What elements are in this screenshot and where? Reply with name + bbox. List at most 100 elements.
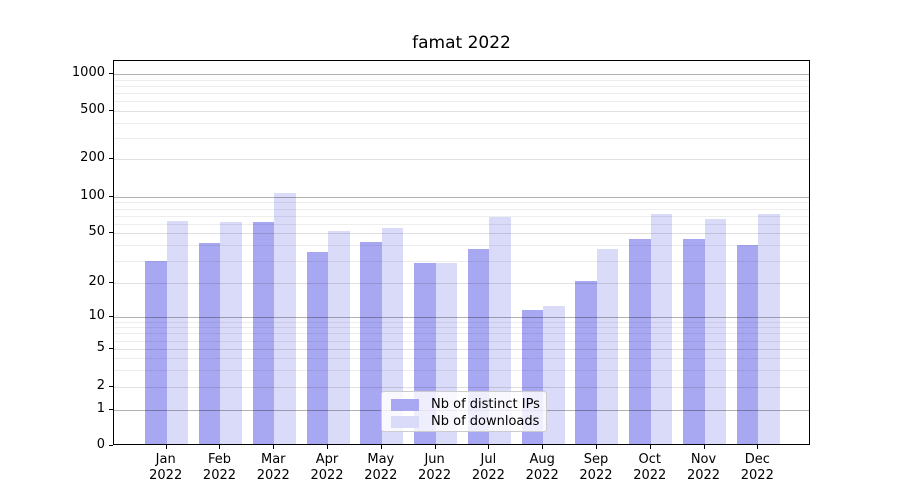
- legend-swatch-distinct-ips: [391, 399, 419, 411]
- minor-gridline: [114, 79, 809, 81]
- minor-gridline: [114, 202, 809, 204]
- bar-downloads-may: [381, 228, 404, 444]
- bar-downloads-dec: [758, 213, 780, 444]
- y-tick-label: 1: [96, 401, 105, 416]
- x-tick-year: 2022: [525, 468, 559, 483]
- minor-gridline: [114, 260, 809, 262]
- x-tick-label: Mar 2022: [243, 452, 303, 484]
- x-tick-label: Feb 2022: [189, 452, 249, 484]
- x-tick-month: Nov: [690, 452, 717, 467]
- y-tick-mark: [109, 195, 113, 197]
- x-tick-label: Apr 2022: [297, 452, 357, 484]
- x-tick-year: 2022: [686, 468, 721, 483]
- legend-label-downloads: Nb of downloads: [431, 414, 540, 429]
- y-tick-label: 1000: [71, 65, 105, 80]
- y-tick-mark: [109, 409, 113, 410]
- bar-distinct-ips-apr: [306, 252, 329, 444]
- y-tick-label: 20: [88, 273, 105, 289]
- y-tick-mark: [109, 445, 113, 446]
- x-tick-mark: [703, 445, 705, 449]
- x-tick-label: Jul 2022: [458, 452, 518, 484]
- bar-downloads-aug: [543, 306, 565, 444]
- x-tick-label: Sep 2022: [566, 452, 626, 484]
- y-tick-mark: [109, 315, 113, 317]
- bar-downloads-sep: [596, 248, 619, 444]
- minor-gridline: [114, 101, 809, 103]
- legend-item-distinct-ips: Nb of distinct IPs: [391, 397, 540, 413]
- y-tick-mark: [109, 386, 113, 388]
- bar-distinct-ips-may: [360, 241, 382, 444]
- x-tick-month: Apr: [315, 452, 339, 467]
- bar-downloads-jan: [166, 220, 189, 444]
- y-tick-label: 200: [80, 149, 105, 165]
- labeled-minor-gridline: [114, 158, 809, 160]
- minor-gridline: [114, 137, 809, 139]
- major-gridline: [114, 74, 809, 75]
- x-tick-year: 2022: [633, 468, 667, 483]
- x-tick-year: 2022: [202, 468, 237, 483]
- minor-gridline: [114, 93, 809, 95]
- x-tick-year: 2022: [310, 468, 344, 483]
- minor-gridline: [114, 370, 809, 372]
- minor-gridline: [114, 340, 809, 342]
- labeled-minor-gridline: [114, 111, 809, 112]
- x-tick-mark: [327, 445, 329, 449]
- y-tick-label: 0: [96, 437, 105, 452]
- x-tick-month: Dec: [744, 452, 770, 467]
- x-tick-mark: [165, 445, 167, 449]
- bar-distinct-ips-nov: [683, 239, 705, 444]
- x-tick-label: Jan 2022: [136, 452, 196, 484]
- minor-gridline: [114, 223, 809, 225]
- y-tick-mark: [109, 348, 113, 350]
- labeled-minor-gridline: [114, 387, 809, 389]
- bar-distinct-ips-sep: [575, 281, 597, 444]
- x-tick-label: Aug 2022: [512, 452, 572, 484]
- legend: Nb of distinct IPs Nb of downloads: [381, 391, 547, 432]
- x-tick-label: Oct 2022: [620, 452, 680, 484]
- x-tick-year: 2022: [740, 468, 774, 483]
- x-tick-mark: [649, 445, 651, 449]
- y-tick-mark: [109, 232, 113, 234]
- minor-gridline: [114, 215, 809, 217]
- y-tick-mark: [109, 110, 113, 111]
- x-tick-mark: [595, 445, 597, 449]
- x-tick-year: 2022: [256, 468, 290, 483]
- y-tick-label: 5: [96, 340, 105, 356]
- x-tick-mark: [273, 445, 275, 449]
- x-tick-mark: [219, 445, 221, 449]
- legend-label-distinct-ips: Nb of distinct IPs: [431, 397, 540, 412]
- x-tick-month: Sep: [583, 452, 609, 467]
- y-tick-label: 500: [80, 102, 105, 117]
- labeled-minor-gridline: [114, 349, 809, 351]
- x-tick-month: Feb: [207, 452, 231, 467]
- bar-distinct-ips-dec: [736, 244, 759, 444]
- minor-gridline: [114, 245, 809, 247]
- x-tick-month: Mar: [260, 452, 286, 467]
- x-tick-mark: [434, 445, 436, 449]
- y-tick-mark: [109, 281, 113, 283]
- x-tick-year: 2022: [471, 468, 505, 483]
- x-tick-label: Dec 2022: [727, 452, 787, 484]
- x-tick-label: Jun 2022: [405, 452, 465, 484]
- bar-distinct-ips-jan: [145, 260, 167, 444]
- x-tick-label: Nov 2022: [674, 452, 734, 484]
- bar-distinct-ips-mar: [252, 221, 275, 444]
- y-tick-label: 2: [96, 378, 105, 394]
- x-tick-mark: [488, 445, 490, 449]
- x-tick-mark: [757, 445, 759, 449]
- x-tick-label: May 2022: [351, 452, 411, 484]
- bar-downloads-nov: [704, 219, 727, 444]
- bar-distinct-ips-feb: [198, 243, 221, 444]
- y-tick-label: 10: [88, 307, 105, 323]
- plot-area: [113, 60, 810, 445]
- bar-downloads-feb: [220, 221, 242, 444]
- major-gridline: [114, 316, 809, 318]
- x-tick-year: 2022: [364, 468, 398, 483]
- x-tick-month: Oct: [638, 452, 661, 467]
- x-tick-mark: [380, 445, 382, 449]
- bar-downloads-jul: [489, 216, 511, 444]
- minor-gridline: [114, 327, 809, 329]
- x-tick-month: May: [367, 452, 395, 467]
- chart-title: famat 2022: [412, 33, 511, 53]
